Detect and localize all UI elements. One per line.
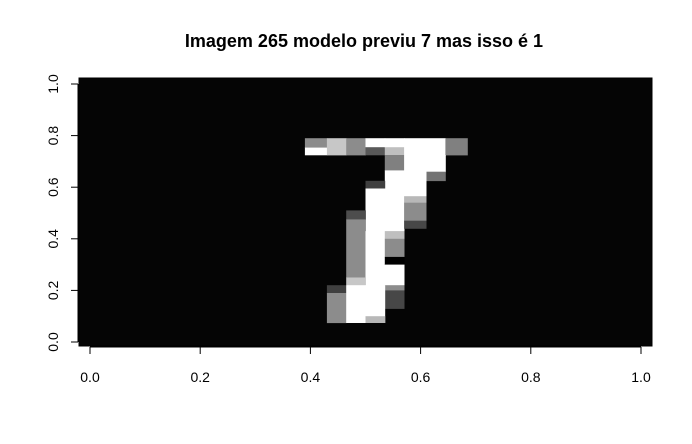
heatmap-cell: [326, 285, 347, 294]
heatmap-cell: [326, 138, 347, 156]
heatmap-cell: [365, 180, 386, 189]
heatmap-cell: [365, 188, 405, 232]
heatmap-cell: [346, 210, 366, 220]
heatmap-cell: [326, 293, 347, 324]
x-tick-label: 0.6: [411, 369, 431, 385]
heatmap-cell: [404, 196, 427, 203]
heatmap-cell: [346, 277, 366, 286]
heatmap-cell: [384, 155, 405, 171]
heatmap-cell: [304, 138, 328, 148]
heatmap-cell: [365, 285, 386, 323]
y-tick-label: 0.8: [45, 126, 61, 146]
heatmap-cell: [384, 231, 405, 240]
chart-title: Imagem 265 modelo previu 7 mas isso é 1: [185, 31, 543, 51]
y-axis: 0.0 0.2 0.4 0.6 0.8 1.0: [45, 74, 79, 352]
x-tick-label: 0.2: [190, 369, 210, 385]
heatmap-cell: [384, 285, 405, 291]
heatmap-cell: [384, 264, 405, 286]
y-tick-label: 1.0: [45, 74, 61, 94]
heatmap-cell: [404, 155, 446, 173]
heatmap-cell: [445, 138, 468, 156]
heatmap-cell: [384, 290, 405, 309]
heatmap-cell: [365, 231, 386, 286]
plot-area: [78, 77, 653, 347]
y-tick-label: 0.2: [45, 280, 61, 300]
y-tick-label: 0.6: [45, 177, 61, 197]
heatmap-cell: [426, 171, 446, 182]
heatmap-cell: [384, 238, 405, 258]
y-tick-label: 0.4: [45, 229, 61, 249]
heatmap-cell: [365, 138, 386, 148]
x-tick-label: 0.4: [301, 369, 321, 385]
heatmap-cell: [404, 202, 427, 222]
x-axis: 0.0 0.2 0.4 0.6 0.8 1.0: [80, 346, 651, 385]
heatmap-cell: [384, 138, 405, 148]
heatmap-cell: [404, 138, 446, 156]
heatmap-cell: [365, 316, 386, 323]
heatmap-cell: [365, 147, 386, 156]
heatmap-cell: [346, 219, 366, 278]
heatmap-cell: [404, 220, 427, 229]
x-tick-label: 0.8: [521, 369, 541, 385]
heatmap-cell: [384, 147, 405, 156]
heatmap-cell: [384, 256, 405, 265]
x-tick-label: 0.0: [80, 369, 100, 385]
plot-frame: [78, 77, 653, 347]
x-tick-label: 1.0: [631, 369, 651, 385]
y-tick-label: 0.0: [45, 332, 61, 352]
heatmap-cell: [346, 138, 366, 156]
heatmap-cell: [304, 147, 328, 156]
heatmap-cell: [346, 285, 366, 323]
